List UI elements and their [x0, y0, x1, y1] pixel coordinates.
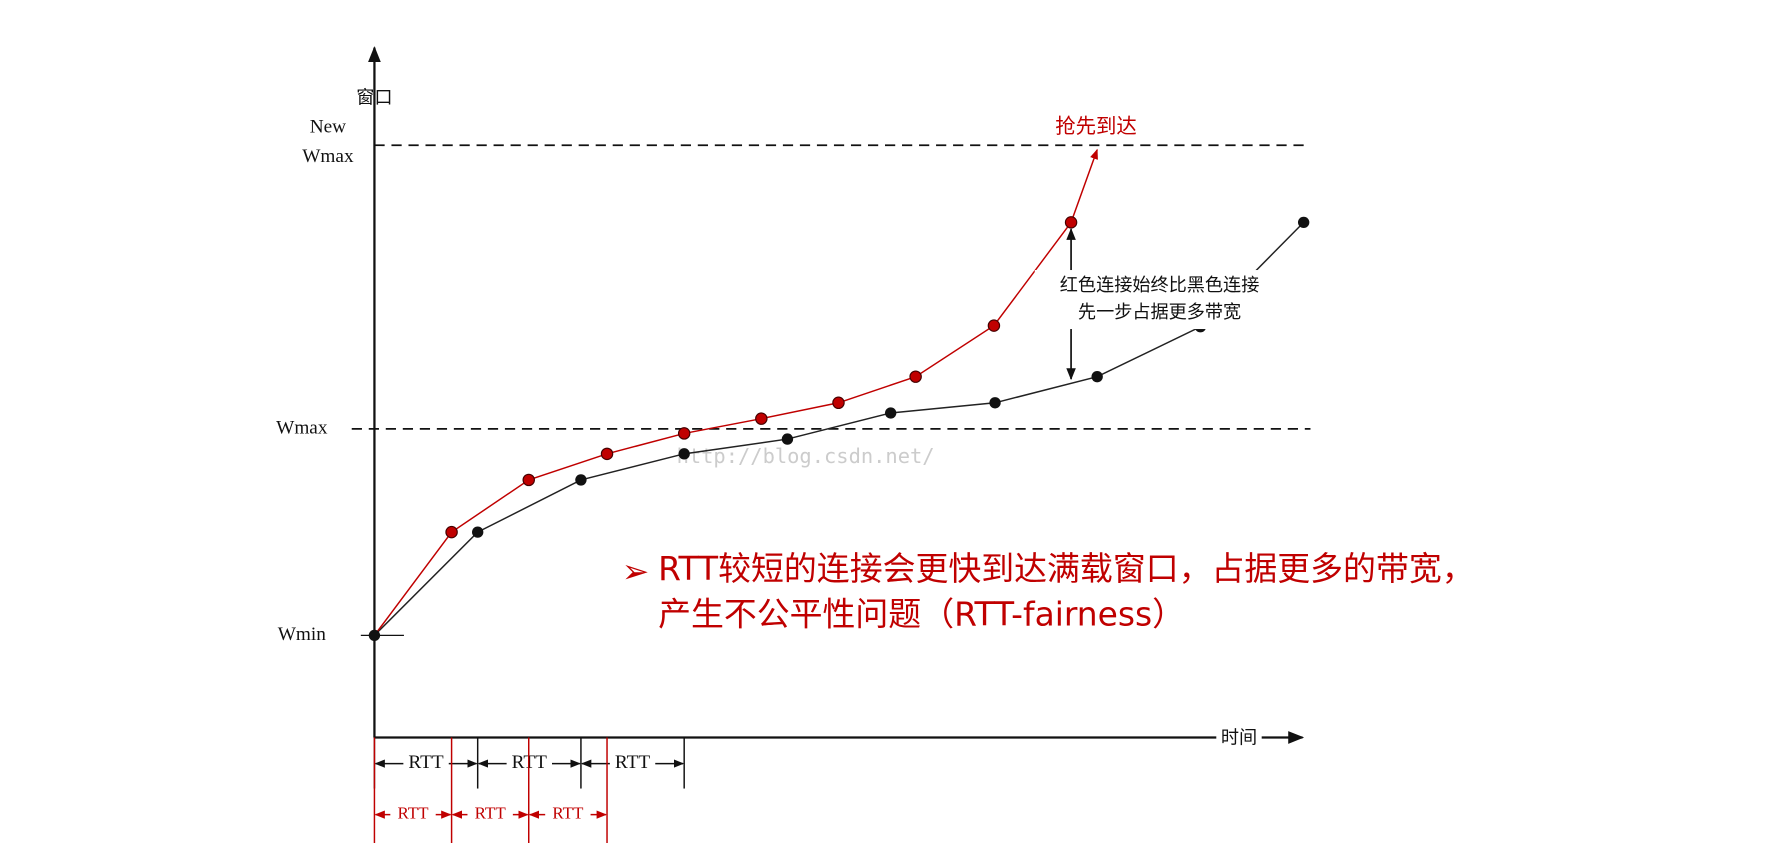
- black-point: [1297, 216, 1310, 229]
- bullet-text: 产生不公平性问题（RTT-fairness）: [658, 595, 1185, 634]
- rtt-bg: [467, 803, 513, 826]
- rtt-bg: [390, 803, 436, 826]
- rtt-label: RTT: [397, 804, 429, 823]
- black-point: [472, 526, 484, 538]
- watermark: http://blog.csdn.net/: [677, 444, 935, 468]
- axes: [351, 46, 1311, 744]
- level-label: New: [310, 117, 346, 138]
- red-point: [987, 319, 1001, 332]
- rtt-bg: [609, 752, 656, 775]
- red-point: [522, 473, 535, 487]
- red-point: [445, 525, 458, 539]
- rtt-bg: [545, 803, 591, 826]
- black-point: [678, 448, 690, 460]
- black-point: [781, 433, 794, 445]
- black-point: [1091, 371, 1103, 383]
- black-point: [575, 474, 587, 486]
- annotation-bg: [1034, 270, 1285, 330]
- rtt-label: RTT: [408, 752, 443, 773]
- red-point: [1064, 216, 1078, 229]
- black-point: [885, 407, 897, 419]
- rtt-label: RTT: [552, 804, 584, 823]
- red-point: [832, 396, 845, 410]
- red-point: [677, 427, 691, 440]
- black-point: [368, 629, 381, 642]
- x-axis-label: 时间: [1221, 728, 1257, 749]
- level-label: Wmax: [276, 417, 328, 438]
- annotation: 先一步占据更多带宽: [1078, 302, 1241, 323]
- annotation-top: 抢先到达: [1055, 114, 1137, 138]
- rtt-label: RTT: [475, 804, 507, 823]
- level-label: Wmax: [302, 146, 354, 167]
- black-curve: [373, 221, 1305, 636]
- red-point: [755, 412, 768, 425]
- black-point: [989, 397, 1001, 409]
- rtt-bg: [403, 752, 449, 775]
- red-point: [600, 447, 614, 461]
- annotation: 红色连接始终比黑色连接: [1060, 275, 1260, 296]
- y-axis-label: 窗口: [356, 88, 392, 109]
- level-label: Wmin: [278, 624, 327, 645]
- rtt-label: RTT: [615, 752, 650, 773]
- red-point: [909, 370, 922, 383]
- bullet-text: RTT较短的连接会更快到达满载窗口，占据更多的带宽，: [658, 549, 1475, 588]
- label-bg: [1216, 726, 1262, 752]
- bullet-marker: ➢: [622, 551, 650, 590]
